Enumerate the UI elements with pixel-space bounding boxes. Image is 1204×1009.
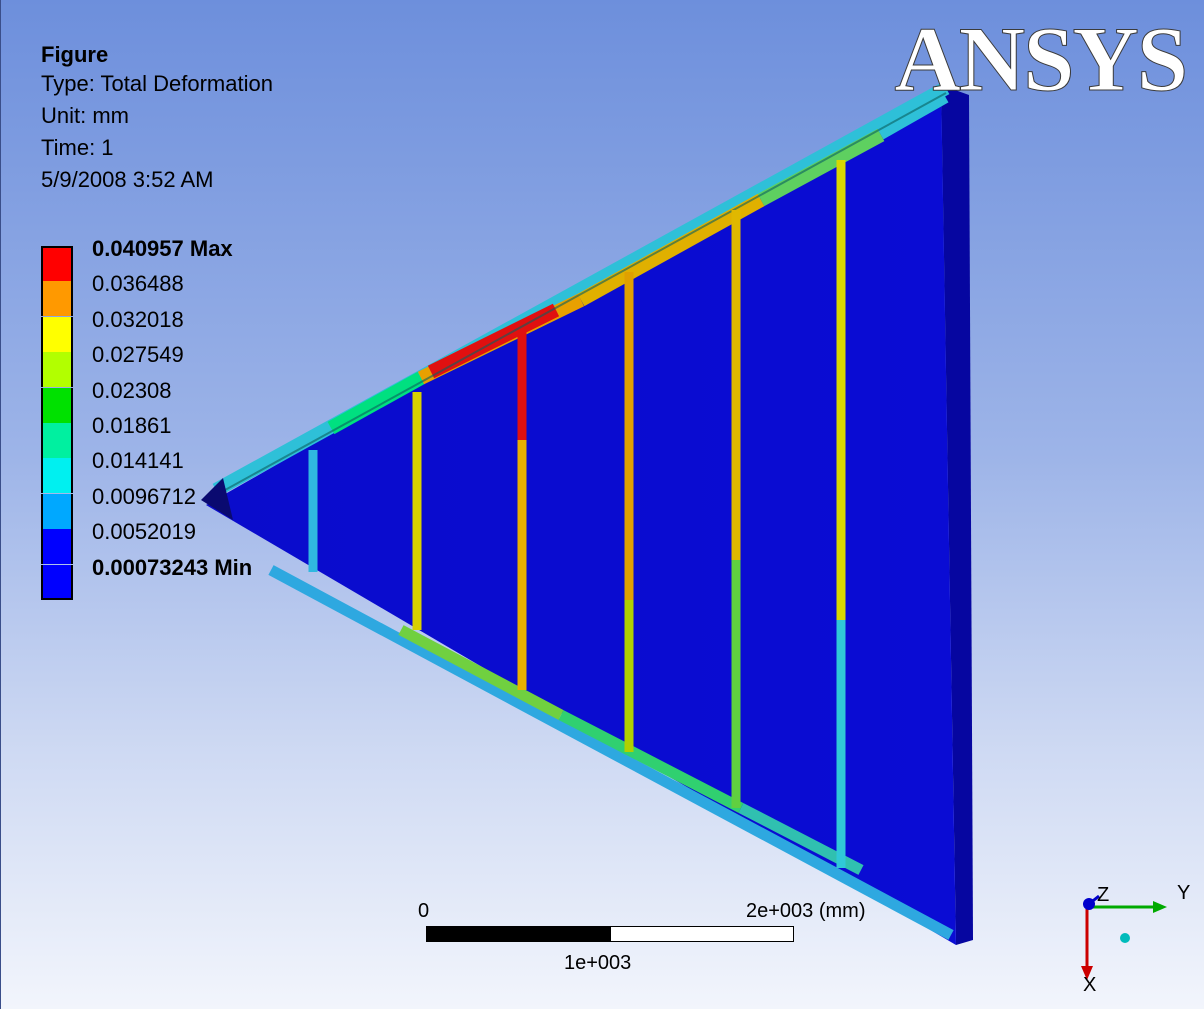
legend-swatch xyxy=(41,493,73,529)
legend-label: 0.02308 xyxy=(92,377,172,403)
legend-label: 0.01861 xyxy=(92,413,172,438)
scale-mid-label: 1e+003 xyxy=(564,952,632,974)
legend-label: 0.036488 xyxy=(92,271,184,297)
legend-swatch xyxy=(41,352,73,388)
legend-swatch xyxy=(41,387,73,423)
legend-label: 0.0052019 xyxy=(92,519,196,545)
legend-label: 0.027549 xyxy=(92,342,184,368)
result-header: Figure Type: Total Deformation Unit: mm … xyxy=(41,42,273,196)
result-type: Type: Total Deformation xyxy=(41,71,273,96)
legend-swatch xyxy=(41,458,73,494)
legend-label: 0.032018 xyxy=(92,306,184,332)
lower-rail[interactable] xyxy=(268,565,954,940)
legend-label: 0.00073243 Min xyxy=(92,554,253,580)
legend-swatch xyxy=(41,316,73,352)
result-unit: Unit: mm xyxy=(41,103,129,128)
scale-start-label: 0 xyxy=(418,900,430,922)
legend-swatch xyxy=(41,281,73,317)
triad-graphic xyxy=(1081,894,1167,980)
scale-bar-filled xyxy=(426,926,610,942)
upper-rail[interactable] xyxy=(212,81,950,497)
legend-label: 0.014141 xyxy=(92,448,184,474)
plate-surface[interactable] xyxy=(206,85,956,945)
plate-edge xyxy=(941,85,973,945)
ansys-logo-text: ANSYS xyxy=(894,8,1189,110)
scale-end-label: 2e+003 (mm) xyxy=(746,900,866,922)
legend-swatch xyxy=(41,529,73,565)
triad-z-label: Z xyxy=(1097,884,1110,906)
legend-label: 0.0096712 xyxy=(92,483,196,509)
triad-x-label: X xyxy=(1083,974,1097,996)
result-time: Time: 1 xyxy=(41,135,114,160)
triad-y-label: Y xyxy=(1177,882,1191,904)
result-date: 5/9/2008 3:52 AM xyxy=(41,167,214,192)
legend-swatch xyxy=(41,246,73,281)
plate-tip xyxy=(201,478,233,520)
scale-bar-empty xyxy=(610,926,794,942)
ribs[interactable] xyxy=(308,160,846,868)
legend-swatch xyxy=(41,564,73,600)
figure-title: Figure xyxy=(41,42,109,67)
legend-label: 0.040957 Max xyxy=(92,236,233,261)
legend-swatch xyxy=(41,423,73,458)
ansys-logo: ANSYS xyxy=(894,13,1189,106)
axis-triad[interactable]: Y Z X xyxy=(1063,870,1203,1000)
